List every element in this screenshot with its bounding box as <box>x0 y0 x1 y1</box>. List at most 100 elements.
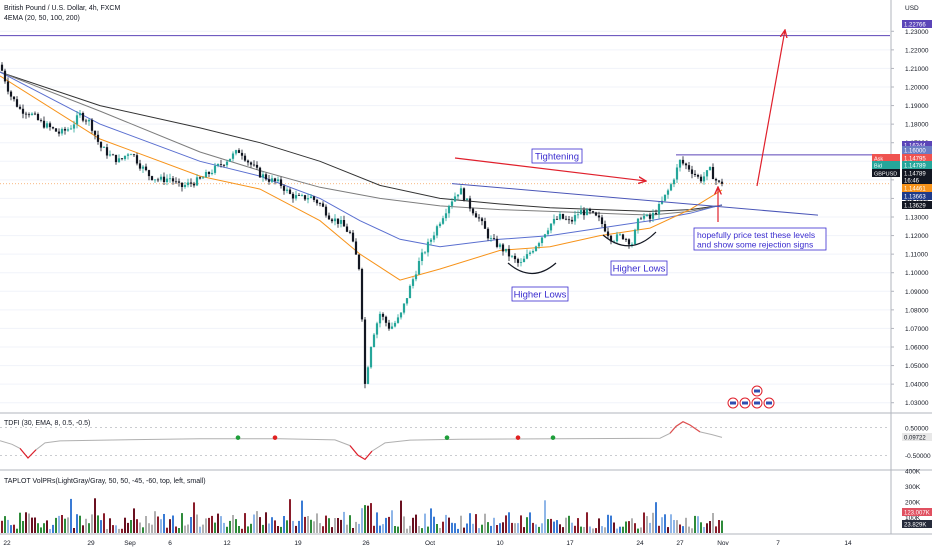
candle-body <box>684 163 688 166</box>
candle-body <box>543 234 547 238</box>
volume-bar <box>658 525 660 533</box>
volume-bar <box>703 527 705 533</box>
volume-bar <box>430 508 432 533</box>
volume-bar <box>448 517 450 533</box>
candle-body <box>117 158 121 163</box>
volume-bar <box>331 527 333 533</box>
candle-body <box>48 123 52 128</box>
tdfi-legend: TDFI (30, EMA, 8, 0.5, -0.5) <box>4 420 90 427</box>
volume-bar <box>10 525 12 533</box>
candle-body <box>63 128 67 131</box>
volume-bar <box>199 526 201 533</box>
volume-bar <box>700 522 702 533</box>
candle-body <box>669 184 673 191</box>
volume-bar <box>436 524 438 533</box>
volume-pane: TAPLOT VolPRs(LightGray/Gray, 50, 50, -4… <box>1 476 723 533</box>
candle-body <box>381 313 385 317</box>
candle-body <box>237 150 241 153</box>
price-axis: USD 1.23000 1.22000 1.21000 1.20000 1.19000 1.… <box>872 5 932 529</box>
candle-body <box>183 185 187 187</box>
volume-bar <box>115 525 117 533</box>
volume-bar <box>625 521 627 533</box>
candle-body <box>621 234 625 240</box>
candle-body <box>507 248 511 257</box>
volume-bar <box>160 519 162 533</box>
candle-body <box>120 158 124 160</box>
volume-bar <box>409 525 411 533</box>
volume-bar <box>274 520 276 533</box>
volume-bar <box>151 524 153 533</box>
volume-bar <box>148 523 150 533</box>
volume-bar <box>157 516 159 533</box>
candle-body <box>519 262 523 263</box>
volume-bar <box>70 498 72 533</box>
volume-bar <box>121 528 123 533</box>
candle-body <box>96 134 100 142</box>
candle-body <box>651 213 655 219</box>
candle-body <box>102 147 106 148</box>
target-arrow <box>756 30 785 187</box>
price-label: 1.22766 <box>904 23 926 29</box>
ema-lines <box>0 71 723 281</box>
volume-bar <box>373 525 375 533</box>
volume-value-tag <box>902 520 932 528</box>
price-label: 1.16000 <box>904 149 926 155</box>
candle-body <box>267 179 271 182</box>
candle-body <box>681 159 685 164</box>
candle-body <box>405 298 409 304</box>
volume-bar <box>25 512 27 533</box>
volume-bar <box>223 522 225 533</box>
candle-body <box>423 252 427 254</box>
volume-bar <box>31 517 33 533</box>
candle-body <box>648 214 652 219</box>
volume-bar <box>232 515 234 533</box>
candle-body <box>360 269 364 320</box>
ema-100-line <box>0 71 723 216</box>
candle-body <box>282 185 286 191</box>
candle-body <box>78 113 82 116</box>
candle-body <box>57 131 61 134</box>
volume-bar <box>229 520 231 533</box>
chart-title: British Pound / U.S. Dollar, 4h, FXCM <box>4 5 121 12</box>
candle-body <box>570 219 574 222</box>
price-label: 1.14789 <box>904 172 926 178</box>
volume-bar <box>364 505 366 533</box>
volume-bar <box>319 523 321 533</box>
price-tick-label: 1.09000 <box>905 289 929 296</box>
volume-bar <box>553 521 555 533</box>
volume-bar <box>499 523 501 533</box>
volume-bar <box>655 502 657 533</box>
volume-bar <box>358 523 360 533</box>
tightening-arrow <box>454 157 646 181</box>
volume-bar <box>667 527 669 533</box>
tdfi-signal-dot <box>235 435 241 440</box>
volume-tick-label: 200K <box>905 500 921 507</box>
candle-body <box>666 190 670 195</box>
volume-tick-label: 400K <box>905 469 921 476</box>
candle-body <box>348 231 352 233</box>
tdfi-value-tag <box>902 433 932 441</box>
candle-body <box>105 147 109 156</box>
event-flag-stripe <box>754 389 760 393</box>
volume-bar <box>631 518 633 533</box>
volume-bar <box>439 528 441 533</box>
volume-bar <box>394 526 396 533</box>
volume-bar <box>496 525 498 533</box>
volume-bar <box>316 513 318 533</box>
volume-bar <box>64 518 66 533</box>
volume-value-tag <box>902 508 932 516</box>
volume-bar <box>706 523 708 533</box>
candle-body <box>384 316 388 323</box>
volume-bar <box>100 520 102 533</box>
higher-lows-label-box <box>610 260 668 276</box>
price-label-side <box>872 169 900 177</box>
candle-body <box>228 158 232 162</box>
volume-bar <box>16 528 18 533</box>
candle-body <box>714 179 718 181</box>
candle-body <box>126 154 130 156</box>
volume-bar <box>562 527 564 533</box>
candle-body <box>156 179 160 181</box>
volume-bar <box>421 528 423 533</box>
candle-body <box>318 203 322 204</box>
